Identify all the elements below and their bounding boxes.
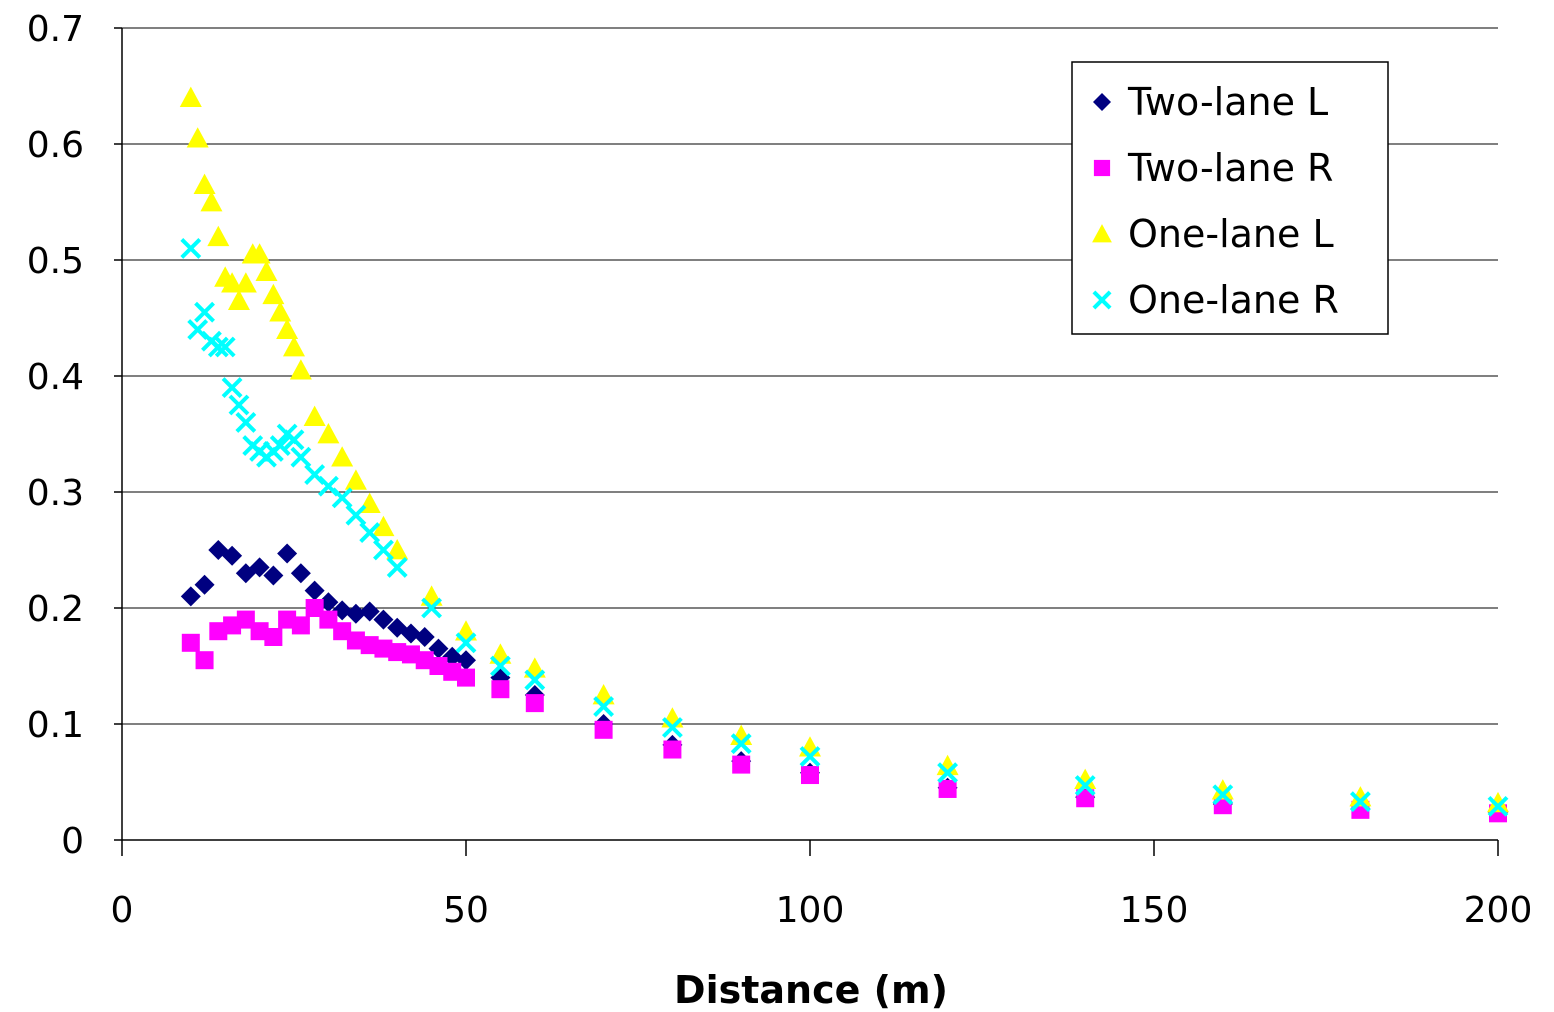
- y-tick-label: 0.1: [27, 705, 84, 746]
- data-point: [180, 87, 202, 107]
- data-point: [194, 174, 216, 194]
- data-point: [264, 628, 282, 646]
- data-point: [331, 446, 353, 466]
- y-tick-label: 0.4: [27, 357, 84, 398]
- y-tick-label: 0.7: [27, 9, 84, 50]
- data-point: [457, 669, 475, 687]
- data-point: [305, 581, 325, 601]
- y-tick-label: 0.6: [27, 125, 84, 166]
- y-tick-label: 0.3: [27, 473, 84, 514]
- legend-label: Two-lane R: [1127, 146, 1333, 190]
- data-point: [181, 586, 201, 606]
- data-point: [345, 469, 367, 489]
- data-point: [291, 563, 311, 583]
- data-point: [292, 616, 310, 634]
- data-point: [182, 239, 200, 257]
- data-point: [196, 303, 214, 321]
- legend-label: One-lane L: [1128, 212, 1334, 256]
- data-point: [200, 191, 222, 211]
- data-point: [196, 651, 214, 669]
- data-point: [290, 359, 312, 379]
- data-point: [317, 423, 339, 443]
- y-tick-label: 0.5: [27, 241, 84, 282]
- data-point: [235, 272, 257, 292]
- legend-marker: [1094, 160, 1110, 176]
- data-point: [663, 741, 681, 759]
- data-point: [939, 780, 957, 798]
- legend-label: Two-lane L: [1127, 80, 1328, 124]
- data-point: [187, 127, 209, 147]
- data-point: [347, 506, 365, 524]
- x-tick-label: 200: [1464, 890, 1533, 931]
- x-tick-label: 50: [443, 890, 489, 931]
- data-point: [526, 694, 544, 712]
- x-tick-label: 150: [1120, 890, 1189, 931]
- data-point: [374, 541, 392, 559]
- y-tick-label: 0: [61, 821, 84, 862]
- data-point: [277, 543, 297, 563]
- data-point: [388, 558, 406, 576]
- x-axis-title: Distance (m): [674, 968, 948, 1012]
- data-point: [304, 406, 326, 426]
- series-1: [182, 599, 1507, 822]
- data-point: [269, 301, 291, 321]
- data-point: [223, 379, 241, 397]
- series-0: [181, 540, 1508, 822]
- x-tick-label: 100: [776, 890, 845, 931]
- data-point: [255, 261, 277, 281]
- data-point: [491, 680, 509, 698]
- data-point: [262, 284, 284, 304]
- data-point: [801, 766, 819, 784]
- legend: Two-lane L Two-lane R One-lane L One-lane R: [1072, 62, 1388, 334]
- data-point: [732, 756, 750, 774]
- x-tick-label: 0: [111, 890, 134, 931]
- data-point: [207, 226, 229, 246]
- data-point: [182, 634, 200, 652]
- y-tick-label: 0.2: [27, 589, 84, 630]
- data-point: [415, 627, 435, 647]
- data-point: [276, 319, 298, 339]
- legend-label: One-lane R: [1128, 278, 1339, 322]
- data-point: [228, 290, 250, 310]
- data-point: [230, 396, 248, 414]
- data-point: [292, 448, 310, 466]
- data-point: [595, 721, 613, 739]
- data-point: [195, 575, 215, 595]
- data-point: [283, 336, 305, 356]
- data-point: [237, 413, 255, 431]
